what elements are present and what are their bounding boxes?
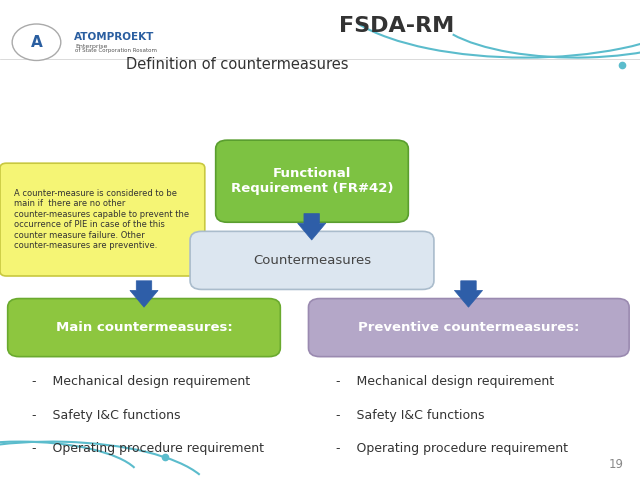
Text: -    Mechanical design requirement: - Mechanical design requirement	[32, 375, 250, 388]
Circle shape	[12, 24, 61, 60]
Text: 19: 19	[609, 458, 624, 471]
Text: Enterprise: Enterprise	[75, 44, 108, 49]
Text: FSDA-RM: FSDA-RM	[339, 16, 454, 36]
Text: -    Operating procedure requirement: - Operating procedure requirement	[336, 442, 568, 456]
Text: Main countermeasures:: Main countermeasures:	[56, 321, 232, 334]
Text: Preventive countermeasures:: Preventive countermeasures:	[358, 321, 579, 334]
FancyBboxPatch shape	[0, 163, 205, 276]
Text: -    Mechanical design requirement: - Mechanical design requirement	[336, 375, 554, 388]
Text: ATOMPROEKT: ATOMPROEKT	[74, 33, 154, 42]
Text: Countermeasures: Countermeasures	[253, 254, 371, 267]
FancyBboxPatch shape	[190, 231, 434, 289]
Text: Functional
Requirement (FR#42): Functional Requirement (FR#42)	[231, 167, 393, 195]
Polygon shape	[454, 281, 483, 307]
Polygon shape	[298, 214, 326, 240]
Text: -    Operating procedure requirement: - Operating procedure requirement	[32, 442, 264, 456]
Text: A: A	[31, 35, 42, 50]
Text: of State Corporation Rosatom: of State Corporation Rosatom	[75, 48, 157, 53]
FancyBboxPatch shape	[308, 299, 629, 357]
FancyBboxPatch shape	[8, 299, 280, 357]
Text: -    Safety I&C functions: - Safety I&C functions	[32, 408, 180, 422]
Polygon shape	[130, 281, 158, 307]
FancyBboxPatch shape	[216, 140, 408, 222]
Text: A counter-measure is considered to be
main if  there are no other
counter-measur: A counter-measure is considered to be ma…	[14, 189, 189, 250]
Text: -    Safety I&C functions: - Safety I&C functions	[336, 408, 484, 422]
Text: Definition of countermeasures: Definition of countermeasures	[125, 57, 348, 72]
